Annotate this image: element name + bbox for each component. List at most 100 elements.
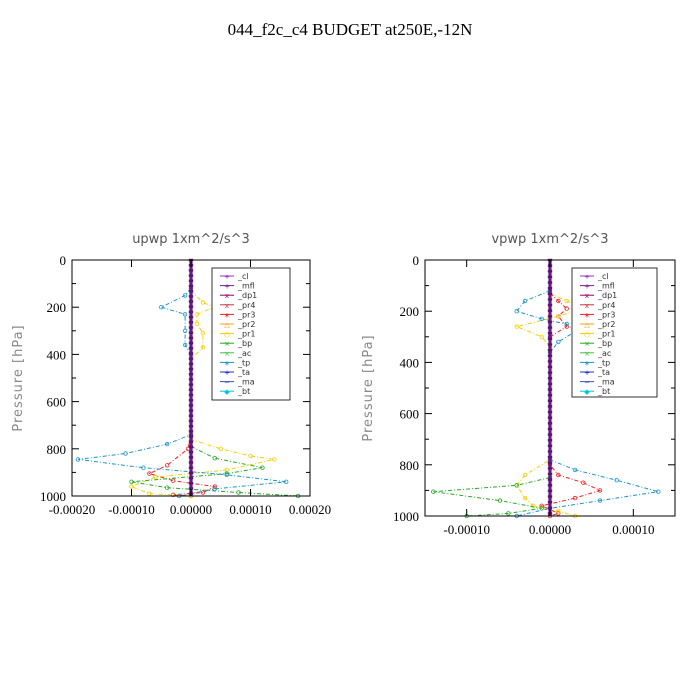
- data-point: [182, 328, 188, 333]
- legend-entry: _ma: [237, 378, 255, 387]
- data-point: [547, 315, 553, 318]
- data-point: [547, 393, 553, 397]
- legend-entry: _dp1: [237, 291, 257, 300]
- data-point: [188, 388, 194, 391]
- data-point: [547, 343, 553, 346]
- legend-marker-icon: +: [584, 369, 590, 377]
- data-point: [212, 486, 217, 492]
- data-point: [188, 321, 194, 324]
- legend-entry: _ma: [597, 378, 615, 387]
- data-point: [547, 433, 553, 436]
- data-point: [188, 279, 194, 282]
- data-point: [212, 456, 217, 461]
- legend-box: [571, 267, 658, 398]
- legend-marker-icon: ◆: [584, 388, 590, 396]
- data-point: [547, 495, 553, 498]
- data-point: [188, 347, 194, 350]
- legend-marker-icon: x: [585, 292, 589, 300]
- legend-entry: _pr1: [597, 330, 615, 339]
- legend-marker-icon: ×: [584, 350, 590, 358]
- legend-marker-icon: ×: [584, 340, 590, 348]
- data-point: [188, 357, 194, 360]
- data-point: [547, 348, 553, 352]
- legend-marker-icon: ◆: [224, 388, 230, 396]
- data-point: [556, 339, 561, 345]
- data-point: [236, 490, 241, 495]
- data-point: [556, 298, 561, 304]
- legend-marker-icon: +: [584, 283, 590, 291]
- y-tick-label: 0: [413, 253, 420, 268]
- legend-marker-icon: +: [224, 283, 230, 291]
- legend-entry: _pr3: [237, 310, 255, 319]
- legend-marker-icon: +: [584, 273, 590, 281]
- data-point: [164, 441, 170, 447]
- data-point: [188, 440, 194, 443]
- legend-entry: _cl: [597, 272, 609, 281]
- data-point: [188, 362, 194, 366]
- data-point: [188, 430, 194, 433]
- data-point: [547, 388, 553, 391]
- data-point: [547, 489, 553, 493]
- data-point: [564, 324, 569, 329]
- data-point: [188, 352, 194, 355]
- legend-marker-icon: △: [584, 321, 590, 329]
- legend-entry: _pr4: [237, 301, 255, 310]
- data-point: [188, 409, 194, 412]
- data-point: [547, 337, 553, 341]
- data-point: [272, 457, 277, 462]
- data-point: [556, 511, 561, 516]
- y-tick-label: 0: [60, 253, 67, 268]
- legend-entry: _bt: [597, 387, 610, 396]
- data-point: [581, 480, 586, 485]
- data-point: [248, 453, 253, 459]
- data-point: [547, 281, 553, 284]
- chart-panel-vpwp: vpwp 1xm^2/s^3 Pressure [hPa] 0 200 400 600 80…: [361, 232, 676, 537]
- data-point: [188, 326, 194, 329]
- data-point: [547, 360, 553, 363]
- data-point: [188, 424, 194, 428]
- data-point: [188, 315, 194, 319]
- legend-entry: _bp: [597, 339, 612, 348]
- data-point: [188, 289, 194, 293]
- y-tick-label: 1000: [393, 509, 419, 524]
- data-point: [514, 309, 519, 314]
- data-point: [547, 354, 553, 357]
- series-line-bp: [131, 445, 299, 497]
- data-point: [170, 478, 176, 483]
- data-point: [147, 491, 152, 496]
- data-point: [547, 377, 553, 380]
- data-point: [141, 465, 146, 470]
- data-point: [564, 321, 569, 327]
- legend-entry: _ta: [597, 368, 610, 377]
- legend-marker-icon: ×: [224, 350, 230, 358]
- data-point: [572, 495, 578, 501]
- data-point: [129, 479, 134, 484]
- data-point: [547, 500, 553, 504]
- data-point: [431, 489, 436, 494]
- data-point: [188, 476, 194, 480]
- legend-entry: _tp: [237, 358, 250, 367]
- x-tick-label: -0.00020: [49, 502, 96, 517]
- legend-entry: _ac: [237, 349, 251, 358]
- y-tick-label: 200: [400, 304, 420, 319]
- legend-marker-icon: ○: [584, 331, 590, 339]
- data-point: [188, 450, 194, 454]
- legend-marker-icon: x: [225, 292, 229, 300]
- data-point: [75, 457, 81, 462]
- data-point: [547, 506, 553, 510]
- data-point: [188, 482, 194, 485]
- x-tick-label: 0.00000: [170, 502, 212, 517]
- data-point: [597, 488, 603, 493]
- legend-entry: _pr3: [597, 310, 615, 319]
- data-point: [182, 312, 188, 317]
- data-point: [522, 472, 528, 478]
- data-point: [194, 312, 200, 317]
- data-point: [547, 365, 553, 369]
- legend-entry: _ac: [597, 349, 611, 358]
- y-tick-label: 1000: [40, 489, 66, 504]
- legend-entry: _mfl: [237, 282, 255, 291]
- data-point: [284, 479, 289, 484]
- legend-marker-icon: −: [224, 379, 230, 387]
- data-point: [164, 485, 170, 490]
